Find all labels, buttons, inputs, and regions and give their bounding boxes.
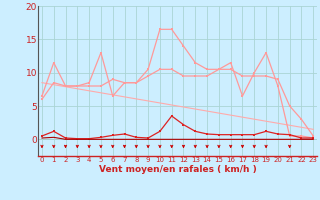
X-axis label: Vent moyen/en rafales ( km/h ): Vent moyen/en rafales ( km/h ) [99, 165, 256, 174]
